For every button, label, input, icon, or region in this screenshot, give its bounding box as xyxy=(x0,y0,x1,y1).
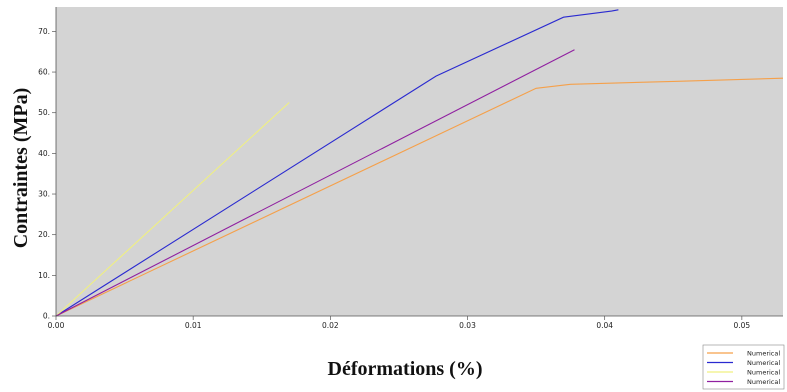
y-tick-label: 70. xyxy=(38,27,50,36)
y-ticks: 0. 10. 20. 30. 40. 50. 60. 70. xyxy=(38,27,56,321)
series-line-4 xyxy=(55,49,575,317)
series-line-3 xyxy=(55,102,290,317)
x-tick-label: 0.03 xyxy=(459,321,476,330)
plot-area xyxy=(56,7,783,316)
y-tick-label: 0. xyxy=(43,312,50,321)
legend-label-4: Numerical xyxy=(747,378,780,386)
x-ticks: 0.00 0.01 0.02 0.03 0.04 0.05 xyxy=(48,316,750,330)
legend-label-2: Numerical xyxy=(747,359,780,367)
y-tick-label: 20. xyxy=(38,230,50,239)
x-tick-label: 0.04 xyxy=(596,321,613,330)
x-tick-label: 0.02 xyxy=(322,321,339,330)
series-line-2 xyxy=(55,9,619,317)
y-tick-label: 10. xyxy=(38,271,50,280)
y-tick-label: 30. xyxy=(38,190,50,199)
x-tick-label: 0.01 xyxy=(185,321,202,330)
legend-label-3: Numerical xyxy=(747,368,780,376)
x-tick-label: 0.05 xyxy=(733,321,750,330)
series-layer xyxy=(55,9,784,317)
y-tick-label: 40. xyxy=(38,149,50,158)
y-axis-title: Contraintes (MPa) xyxy=(10,88,32,249)
legend-label-1: Numerical xyxy=(747,349,780,357)
series-line-1 xyxy=(55,77,784,317)
y-tick-label: 60. xyxy=(38,68,50,77)
x-tick-label: 0.00 xyxy=(48,321,65,330)
x-axis-title: Déformations (%) xyxy=(328,358,483,380)
y-tick-label: 50. xyxy=(38,108,50,117)
